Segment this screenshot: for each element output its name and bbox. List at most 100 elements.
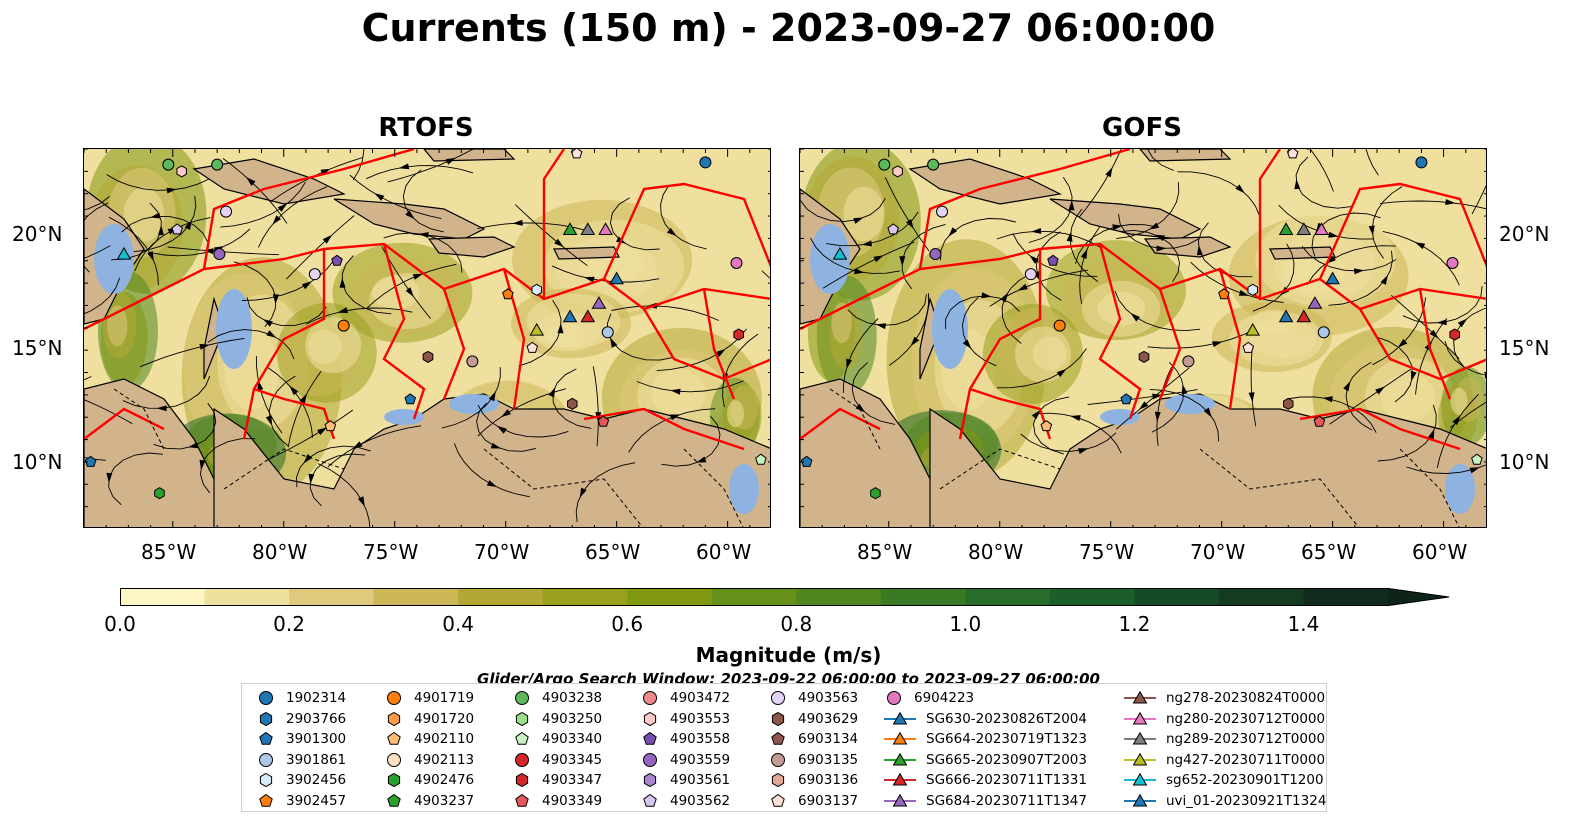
observation-marker: [699, 156, 712, 169]
legend-entry-label: 4902476: [414, 772, 475, 789]
legend-entry-label: 4902113: [414, 751, 475, 768]
legend-marker-icon: [387, 793, 401, 807]
legend-entry: ng427-20230711T0000: [1122, 750, 1325, 770]
legend-marker-icon: [387, 752, 401, 767]
legend-entry-label: 4903558: [670, 731, 731, 748]
legend-entry-label: 4903250: [542, 710, 603, 727]
observation-marker: [597, 415, 610, 427]
observation-marker: [331, 254, 343, 266]
legend-marker-icon: [884, 793, 916, 807]
legend-marker-icon: [259, 732, 273, 745]
legend-entry-label: SG664-20230719T1323: [926, 731, 1087, 748]
legend-entry-label: 6903136: [798, 772, 859, 789]
colorbar-tick: 0.6: [611, 612, 644, 636]
observation-marker: [1449, 328, 1460, 341]
legend-entry: 3901861: [254, 750, 346, 770]
observation-marker: [1242, 341, 1255, 353]
observation-marker: [1471, 453, 1483, 465]
observation-marker: [562, 309, 578, 323]
colorbar-tick: 1.0: [949, 612, 982, 636]
legend-entry-label: 1902314: [286, 690, 347, 706]
legend-entry-label: 4903472: [670, 690, 731, 706]
legend-entry: 4903559: [638, 750, 730, 770]
observation-marker: [878, 158, 891, 171]
rtofs-current-map: [83, 148, 771, 528]
legend-entry-label: 4903563: [798, 690, 859, 706]
observation-marker: [1047, 254, 1059, 266]
observation-marker: [755, 453, 767, 465]
legend-marker-icon: [387, 711, 401, 726]
observation-marker: [1247, 283, 1258, 296]
legend-marker-icon: [515, 793, 529, 807]
legend-entry: SG630-20230826T2004: [882, 709, 1087, 729]
observation-marker: [162, 158, 175, 171]
legend-marker-icon: [515, 711, 529, 726]
observation-marker: [213, 248, 226, 261]
legend-entry-label: 4903345: [542, 751, 603, 768]
legend-marker-icon: [1124, 752, 1156, 766]
observation-marker: [598, 222, 613, 235]
legend-marker-icon: [259, 752, 273, 767]
legend-entry-label: 4903553: [670, 710, 731, 727]
observation-marker: [154, 487, 165, 500]
legend-marker-icon: [643, 773, 657, 788]
legend-marker-icon: [515, 752, 529, 767]
observation-marker: [1314, 222, 1329, 235]
legend-entry: 4901720: [382, 709, 474, 729]
gofs-current-map: [799, 148, 1487, 528]
legend-marker-icon: [387, 691, 401, 705]
legend-entry-label: 6903134: [798, 731, 859, 748]
observation-marker: [211, 158, 224, 171]
legend-entry-label: 4903349: [542, 793, 603, 809]
legend-marker-icon: [1124, 793, 1156, 807]
legend-marker-icon: [515, 773, 529, 788]
observation-marker: [591, 296, 607, 309]
legend-marker-icon: [884, 711, 916, 725]
observation-marker: [730, 257, 743, 269]
legend-entry: SG665-20230907T2003: [882, 750, 1087, 770]
observation-marker: [929, 248, 942, 261]
legend-marker-icon: [771, 691, 785, 705]
legend-entry: 4902476: [382, 770, 474, 790]
observation-marker: [171, 223, 183, 235]
observation-marker: [531, 283, 542, 296]
observation-marker: [733, 328, 744, 341]
observation-marker: [176, 165, 187, 178]
legend-marker-icon: [884, 752, 916, 766]
colorbar-tick: 1.2: [1118, 612, 1151, 636]
lat-tick-20n-right: 20°N: [1499, 222, 1550, 246]
legend-marker-icon: [884, 773, 916, 786]
observation-marker: [466, 355, 479, 368]
lon-tick-60w-left: 60°W: [696, 540, 752, 564]
legend-entry: 4902113: [382, 750, 474, 770]
legend-entry: 4903237: [382, 791, 474, 811]
legend-entry: 3902457: [254, 791, 346, 811]
legend-entry: 4903340: [510, 729, 602, 749]
legend-marker-icon: [515, 732, 529, 745]
observation-marker: [892, 165, 903, 178]
legend-entry: 4903349: [510, 791, 602, 811]
observation-marker: [1296, 309, 1312, 323]
observation-marker: [1283, 397, 1294, 410]
colorbar-tick: 0.4: [442, 612, 475, 636]
legend-entry: 2903766: [254, 709, 346, 729]
legend-entry-label: 3902457: [286, 793, 347, 809]
lat-tick-10n-right: 10°N: [1499, 450, 1550, 474]
legend-entry-label: 3901300: [286, 731, 347, 748]
legend-entry: 4903472: [638, 688, 730, 708]
legend-marker-icon: [771, 793, 785, 807]
legend-marker-icon: [387, 773, 401, 788]
legend-marker-icon: [771, 752, 785, 767]
panel-title-rtofs: RTOFS: [378, 113, 474, 143]
legend-entry: 4903345: [510, 750, 602, 770]
legend-entry: SG684-20230711T1347: [882, 791, 1087, 811]
observation-marker: [1120, 393, 1133, 405]
colorbar-tick: 0.0: [104, 612, 136, 636]
lon-tick-85w-left: 85°W: [141, 540, 197, 564]
legend-marker-icon: [515, 691, 529, 705]
observation-marker: [1053, 319, 1066, 332]
observation-marker: [927, 158, 940, 171]
observation-marker: [84, 455, 97, 467]
legend-entry-label: 6904223: [914, 690, 975, 706]
legend-entry-label: 2903766: [286, 710, 347, 727]
